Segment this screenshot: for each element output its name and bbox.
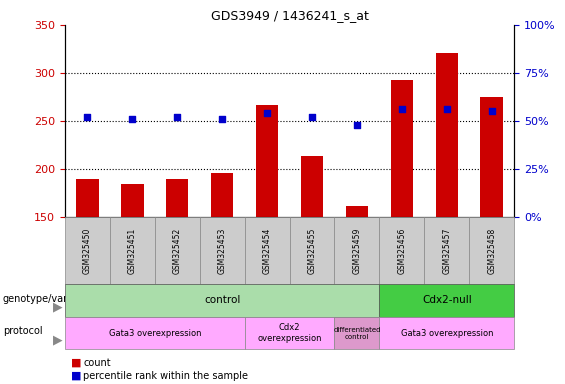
Text: GSM325450: GSM325450 bbox=[83, 227, 92, 274]
Text: GSM325459: GSM325459 bbox=[353, 227, 362, 274]
Bar bbox=[76, 179, 99, 217]
Text: Cdx2-null: Cdx2-null bbox=[422, 295, 472, 306]
Text: Gata3 overexpression: Gata3 overexpression bbox=[108, 329, 201, 338]
Text: GSM325455: GSM325455 bbox=[307, 227, 316, 274]
Point bbox=[487, 108, 496, 114]
Bar bbox=[390, 80, 413, 217]
Text: GSM325451: GSM325451 bbox=[128, 227, 137, 274]
Text: GSM325457: GSM325457 bbox=[442, 227, 451, 274]
Point bbox=[397, 106, 406, 113]
Text: protocol: protocol bbox=[3, 326, 42, 336]
Bar bbox=[256, 105, 279, 217]
Bar bbox=[436, 53, 458, 217]
Bar bbox=[480, 97, 503, 217]
Text: ▶: ▶ bbox=[53, 334, 63, 346]
Bar bbox=[166, 179, 189, 217]
Text: ▶: ▶ bbox=[53, 301, 63, 314]
Point bbox=[307, 114, 316, 120]
Text: genotype/variation: genotype/variation bbox=[3, 293, 95, 304]
Point bbox=[218, 116, 227, 122]
Text: GSM325456: GSM325456 bbox=[397, 227, 406, 274]
Text: count: count bbox=[83, 358, 111, 368]
Bar bbox=[121, 184, 144, 217]
Point bbox=[173, 114, 182, 120]
Bar bbox=[301, 156, 323, 217]
Text: differentiated
control: differentiated control bbox=[333, 327, 381, 339]
Text: control: control bbox=[204, 295, 240, 306]
Bar bbox=[211, 173, 233, 217]
Text: GSM325452: GSM325452 bbox=[173, 227, 182, 274]
Text: ■: ■ bbox=[71, 371, 81, 381]
Title: GDS3949 / 1436241_s_at: GDS3949 / 1436241_s_at bbox=[211, 9, 368, 22]
Bar bbox=[346, 207, 368, 217]
Text: GSM325458: GSM325458 bbox=[487, 227, 496, 274]
Text: GSM325454: GSM325454 bbox=[263, 227, 272, 274]
Text: GSM325453: GSM325453 bbox=[218, 227, 227, 274]
Point bbox=[128, 116, 137, 122]
Text: ■: ■ bbox=[71, 358, 81, 368]
Point bbox=[263, 110, 272, 116]
Point bbox=[442, 106, 451, 113]
Point bbox=[83, 114, 92, 120]
Point bbox=[353, 122, 362, 128]
Text: Cdx2
overexpression: Cdx2 overexpression bbox=[257, 323, 322, 343]
Text: percentile rank within the sample: percentile rank within the sample bbox=[83, 371, 248, 381]
Text: Gata3 overexpression: Gata3 overexpression bbox=[401, 329, 493, 338]
